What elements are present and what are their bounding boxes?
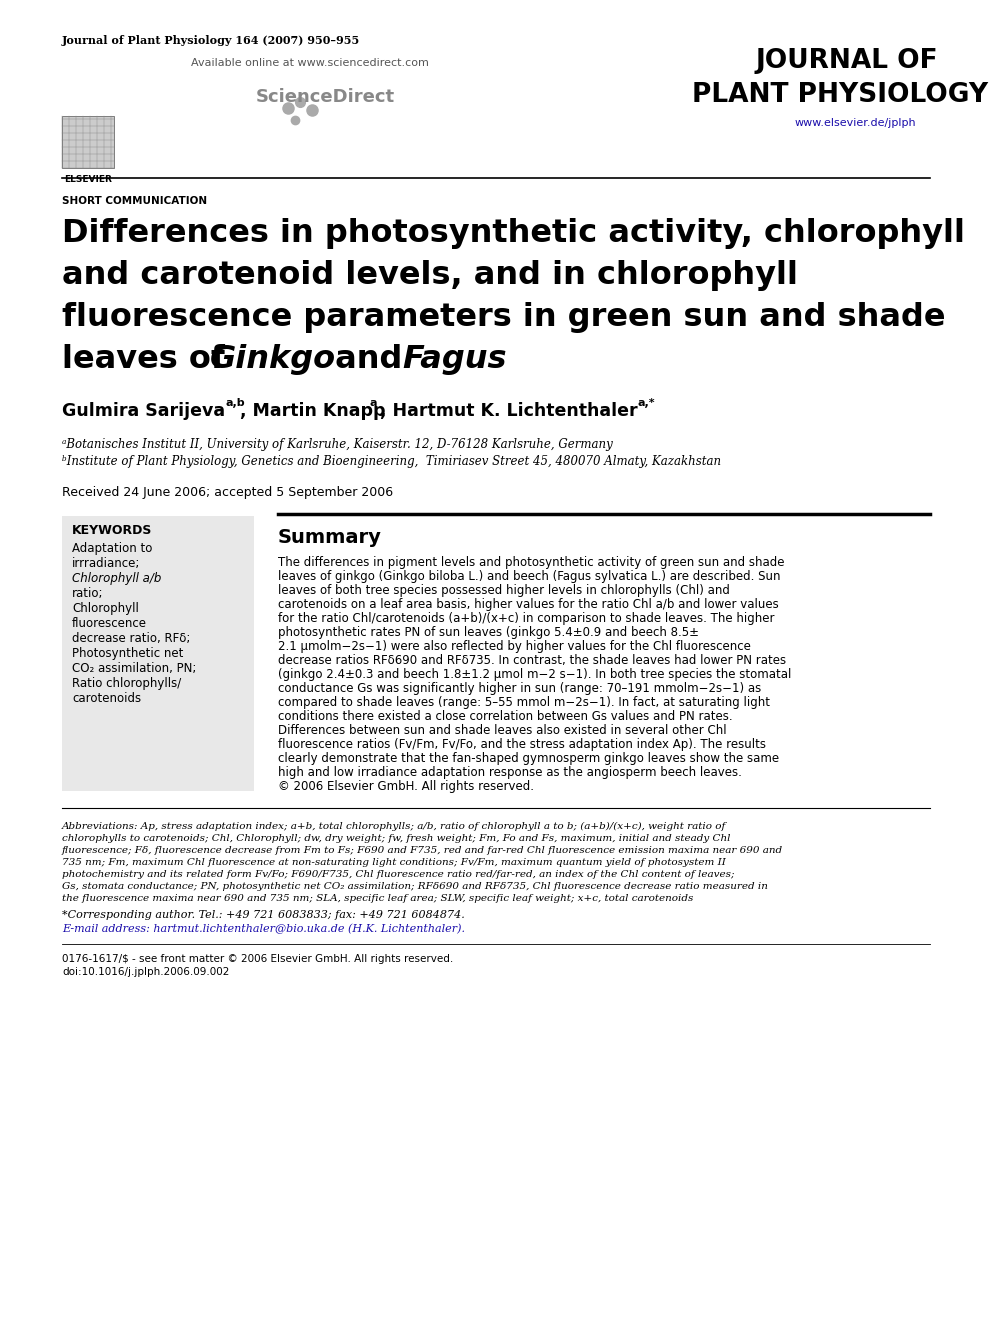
Text: Differences between sun and shade leaves also existed in several other Chl: Differences between sun and shade leaves… <box>278 724 726 737</box>
Text: fluorescence ratios (Fv/Fm, Fv/Fo, and the stress adaptation index Ap). The resu: fluorescence ratios (Fv/Fm, Fv/Fo, and t… <box>278 738 766 751</box>
Text: Adaptation to: Adaptation to <box>72 542 153 556</box>
Text: for the ratio Chl/carotenoids (a+b)/(x+c) in comparison to shade leaves. The hig: for the ratio Chl/carotenoids (a+b)/(x+c… <box>278 613 775 624</box>
Text: 0176-1617/$ - see front matter © 2006 Elsevier GmbH. All rights reserved.: 0176-1617/$ - see front matter © 2006 El… <box>62 954 453 964</box>
Text: ELSEVIER: ELSEVIER <box>64 175 112 184</box>
Text: fluorescence: fluorescence <box>72 617 147 630</box>
Text: Abbreviations: Ap, stress adaptation index; a+b, total chlorophylls; a/b, ratio : Abbreviations: Ap, stress adaptation ind… <box>62 822 726 831</box>
Text: Chlorophyll a/b: Chlorophyll a/b <box>72 572 162 585</box>
Text: SHORT COMMUNICATION: SHORT COMMUNICATION <box>62 196 207 206</box>
Text: *Corresponding author. Tel.: +49 721 6083833; fax: +49 721 6084874.: *Corresponding author. Tel.: +49 721 608… <box>62 910 464 919</box>
Text: decrease ratios RFδ690 and RFδ735. In contrast, the shade leaves had lower PN ra: decrease ratios RFδ690 and RFδ735. In co… <box>278 654 786 667</box>
Text: a,b: a,b <box>226 398 246 407</box>
Text: www.elsevier.de/jplph: www.elsevier.de/jplph <box>795 118 917 128</box>
Text: a,*: a,* <box>638 398 656 407</box>
Text: 735 nm; Fm, maximum Chl fluorescence at non-saturating light conditions; Fv/Fm, : 735 nm; Fm, maximum Chl fluorescence at … <box>62 859 726 867</box>
FancyBboxPatch shape <box>62 116 114 168</box>
Text: doi:10.1016/j.jplph.2006.09.002: doi:10.1016/j.jplph.2006.09.002 <box>62 967 229 976</box>
Text: high and low irradiance adaptation response as the angiosperm beech leaves.: high and low irradiance adaptation respo… <box>278 766 742 779</box>
Text: ᵇInstitute of Plant Physiology, Genetics and Bioengineering,  Timiriasev Street : ᵇInstitute of Plant Physiology, Genetics… <box>62 455 721 468</box>
Text: carotenoids on a leaf area basis, higher values for the ratio Chl a/b and lower : carotenoids on a leaf area basis, higher… <box>278 598 779 611</box>
Text: the fluorescence maxima near 690 and 735 nm; SLA, specific leaf area; SLW, speci: the fluorescence maxima near 690 and 735… <box>62 894 693 904</box>
Text: photochemistry and its related form Fv/Fo; F690/F735, Chl fluorescence ratio red: photochemistry and its related form Fv/F… <box>62 871 734 878</box>
Text: compared to shade leaves (range: 5–55 mmol m−2s−1). In fact, at saturating light: compared to shade leaves (range: 5–55 mm… <box>278 696 770 709</box>
Text: E-mail address: hartmut.lichtenthaler@bio.uka.de (H.K. Lichtenthaler).: E-mail address: hartmut.lichtenthaler@bi… <box>62 923 465 934</box>
Text: leaves of both tree species possessed higher levels in chlorophylls (Chl) and: leaves of both tree species possessed hi… <box>278 583 730 597</box>
Text: Fagus: Fagus <box>402 344 507 374</box>
Text: and carotenoid levels, and in chlorophyll: and carotenoid levels, and in chlorophyl… <box>62 261 798 291</box>
Text: decrease ratio, RFδ;: decrease ratio, RFδ; <box>72 632 190 646</box>
Text: Gulmira Sarijeva: Gulmira Sarijeva <box>62 402 225 419</box>
FancyBboxPatch shape <box>62 516 254 791</box>
Text: The differences in pigment levels and photosynthetic activity of green sun and s: The differences in pigment levels and ph… <box>278 556 785 569</box>
Text: (ginkgo 2.4±0.3 and beech 1.8±1.2 μmol m−2 s−1). In both tree species the stomat: (ginkgo 2.4±0.3 and beech 1.8±1.2 μmol m… <box>278 668 792 681</box>
Text: photosynthetic rates PN of sun leaves (ginkgo 5.4±0.9 and beech 8.5±: photosynthetic rates PN of sun leaves (g… <box>278 626 699 639</box>
Text: KEYWORDS: KEYWORDS <box>72 524 153 537</box>
Text: , Martin Knapp: , Martin Knapp <box>240 402 386 419</box>
Text: and: and <box>324 344 414 374</box>
Text: Ginkgo: Ginkgo <box>210 344 336 374</box>
Text: ratio;: ratio; <box>72 587 103 601</box>
Text: chlorophylls to carotenoids; Chl, Chlorophyll; dw, dry weight; fw, fresh weight;: chlorophylls to carotenoids; Chl, Chloro… <box>62 833 730 843</box>
Text: , Hartmut K. Lichtenthaler: , Hartmut K. Lichtenthaler <box>380 402 638 419</box>
Text: CO₂ assimilation, PN;: CO₂ assimilation, PN; <box>72 662 196 675</box>
Text: © 2006 Elsevier GmbH. All rights reserved.: © 2006 Elsevier GmbH. All rights reserve… <box>278 781 534 792</box>
Text: Summary: Summary <box>278 528 382 546</box>
Text: fluorescence parameters in green sun and shade: fluorescence parameters in green sun and… <box>62 302 945 333</box>
Text: clearly demonstrate that the fan-shaped gymnosperm ginkgo leaves show the same: clearly demonstrate that the fan-shaped … <box>278 751 779 765</box>
Text: PLANT PHYSIOLOGY: PLANT PHYSIOLOGY <box>692 82 988 108</box>
Text: Photosynthetic net: Photosynthetic net <box>72 647 184 660</box>
Text: JOURNAL OF: JOURNAL OF <box>755 48 937 74</box>
Text: 2.1 μmolm−2s−1) were also reflected by higher values for the Chl fluorescence: 2.1 μmolm−2s−1) were also reflected by h… <box>278 640 751 654</box>
Text: fluorescence; Fδ, fluorescence decrease from Fm to Fs; F690 and F735, red and fa: fluorescence; Fδ, fluorescence decrease … <box>62 845 783 855</box>
Text: Gs, stomata conductance; PN, photosynthetic net CO₂ assimilation; RFδ690 and RFδ: Gs, stomata conductance; PN, photosynthe… <box>62 882 768 890</box>
Text: conductance Gs was significantly higher in sun (range: 70–191 mmolm−2s−1) as: conductance Gs was significantly higher … <box>278 681 761 695</box>
Text: Ratio chlorophylls/: Ratio chlorophylls/ <box>72 677 182 691</box>
Text: Chlorophyll: Chlorophyll <box>72 602 139 615</box>
Text: leaves of ginkgo (Ginkgo biloba L.) and beech (Fagus sylvatica L.) are described: leaves of ginkgo (Ginkgo biloba L.) and … <box>278 570 781 583</box>
Text: ScienceDirect: ScienceDirect <box>255 89 395 106</box>
Text: leaves of: leaves of <box>62 344 236 374</box>
Text: ᵃBotanisches Institut II, University of Karlsruhe, Kaiserstr. 12, D-76128 Karlsr: ᵃBotanisches Institut II, University of … <box>62 438 613 451</box>
Text: conditions there existed a close correlation between Gs values and PN rates.: conditions there existed a close correla… <box>278 710 733 722</box>
Text: Available online at www.sciencedirect.com: Available online at www.sciencedirect.co… <box>191 58 429 67</box>
Text: Journal of Plant Physiology 164 (2007) 950–955: Journal of Plant Physiology 164 (2007) 9… <box>62 34 360 46</box>
Text: carotenoids: carotenoids <box>72 692 141 705</box>
Text: a: a <box>370 398 378 407</box>
Text: irrradiance;: irrradiance; <box>72 557 141 570</box>
Text: Differences in photosynthetic activity, chlorophyll: Differences in photosynthetic activity, … <box>62 218 965 249</box>
Text: Received 24 June 2006; accepted 5 September 2006: Received 24 June 2006; accepted 5 Septem… <box>62 486 393 499</box>
